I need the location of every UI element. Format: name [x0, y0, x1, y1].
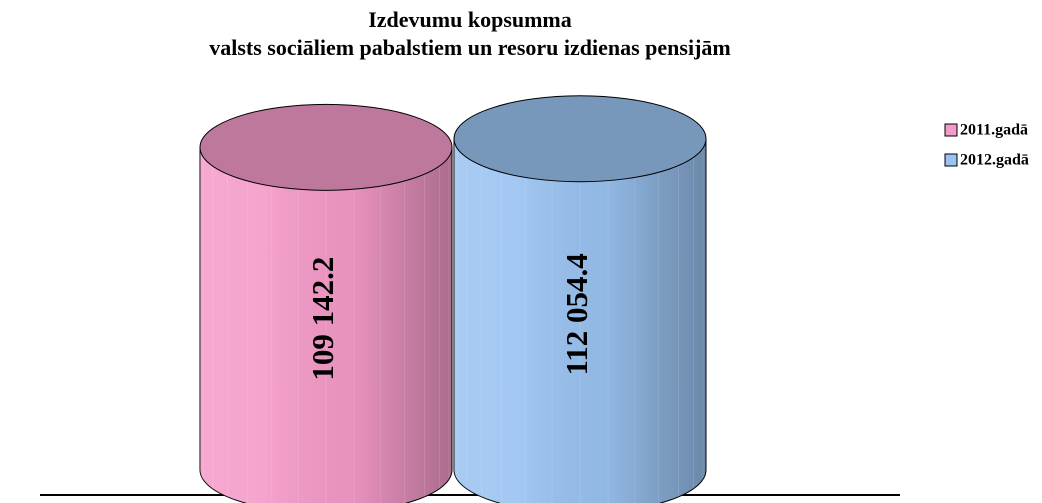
cylinder: [453, 95, 707, 503]
legend-swatch: [944, 153, 958, 167]
chart-title: Izdevumu kopsumma: [368, 7, 572, 32]
legend-label: 2012.gadā: [960, 152, 1029, 169]
data-label: 109 142.2: [305, 257, 340, 381]
chart-subtitle: valsts sociāliem pabalstiem un resoru iz…: [209, 35, 731, 60]
legend-label: 2011.gadā: [960, 122, 1028, 139]
legend-swatch: [944, 123, 958, 137]
cylinder-shade: [454, 138, 706, 503]
cylinder-top: [453, 95, 707, 183]
cylinder-shade: [200, 147, 452, 503]
cylinder-top: [199, 103, 453, 191]
cylinder: [199, 103, 453, 503]
data-label: 112 054.4: [559, 253, 594, 375]
